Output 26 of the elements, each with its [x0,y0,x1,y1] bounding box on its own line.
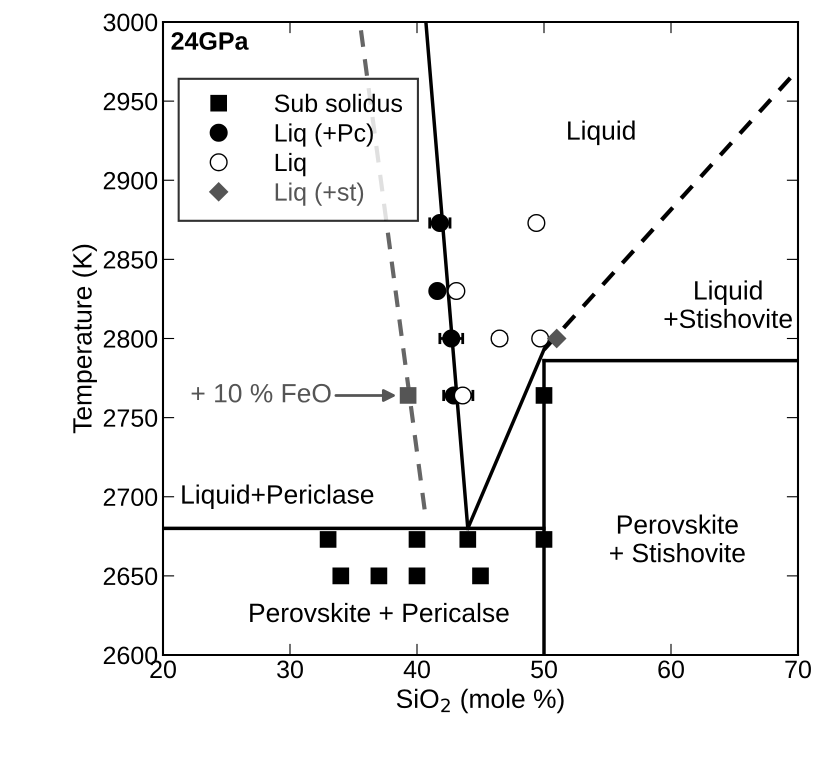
legend-label: Sub solidus [274,94,402,112]
y-tick-label: 2750 [104,409,158,427]
y-tick-label: 2650 [104,567,158,586]
annotation: Liquid [568,120,635,146]
x-tick-label: 40 [404,660,430,678]
x-tick-label: 60 [658,660,684,678]
x-tick-label: 30 [277,660,303,678]
chart-title: 24GPa [171,32,249,50]
annotation: Perovskite + Stishovite [610,514,745,562]
annotation: Liquid +Stishovite [664,280,792,328]
y-tick-label: 2850 [104,250,158,269]
x-tick-label: 50 [531,660,557,678]
legend-label: Liq (+Pc) [276,123,373,147]
y-tick-label: 2950 [104,92,158,110]
x-axis-title: SiO$_{2}$ (mole %) [396,688,564,714]
annotation: Perovskite + Pericalse [250,602,509,622]
legend-label: Liq (+st) [276,182,364,206]
y-axis-title: Temperature (K) [72,244,97,434]
annotation: + 10 % FeO [192,384,331,403]
y-tick-label: 2800 [104,330,158,348]
y-tick-label: 3000 [103,14,158,32]
legend-label: Liq [276,152,306,176]
x-tick-label: 70 [785,660,811,678]
y-tick-label: 2900 [104,172,158,190]
annotation: Liquid+Periclase [182,484,374,510]
y-tick-label: 2700 [104,488,158,506]
